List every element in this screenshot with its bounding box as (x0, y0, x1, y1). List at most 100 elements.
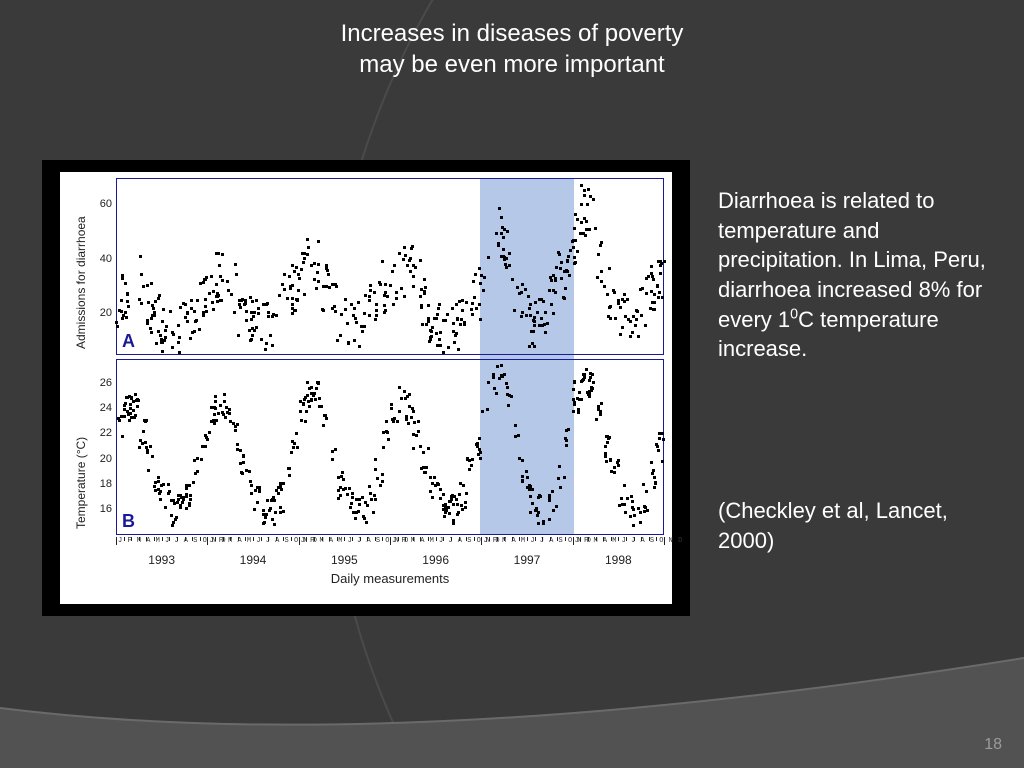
panel-b-ytick: 24 (88, 402, 112, 414)
panel-a-point (191, 331, 194, 334)
panel-a-point (623, 293, 626, 296)
panel-a-point (419, 295, 422, 298)
panel-b-point (189, 494, 192, 497)
month-tick (413, 537, 414, 541)
panel-a-point (600, 270, 603, 273)
panel-a-point (257, 307, 260, 310)
panel-a-point (404, 254, 407, 257)
panel-a-point (121, 317, 124, 320)
panel-b-point (262, 522, 265, 525)
panel-b-point (128, 419, 131, 422)
panel-b-ytick: 18 (88, 478, 112, 490)
panel-a-point (478, 303, 481, 306)
panel-a-point (373, 291, 376, 294)
panel-a-point (142, 285, 145, 288)
panel-b-point (146, 451, 149, 454)
panel-a-point (487, 256, 490, 259)
panel-b-point (651, 472, 654, 475)
panel-a-ytick: 60 (88, 198, 112, 210)
panel-a-point (471, 313, 474, 316)
panel-b-point (458, 493, 461, 496)
panel-a-point (303, 257, 306, 260)
panel-a-point (520, 291, 523, 294)
panel-a-point (565, 269, 568, 272)
panel-a-point (479, 318, 482, 321)
panel-b-point (420, 467, 423, 470)
panel-a-point (260, 338, 263, 341)
panel-a-point (438, 303, 441, 306)
panel-a-point (306, 238, 309, 241)
panel-b-point (167, 483, 170, 486)
panel-b-letter: B (122, 511, 135, 532)
month-tick (352, 537, 353, 541)
decorative-swoosh (0, 648, 1024, 768)
panel-b-point (536, 514, 539, 517)
panel-b-point (142, 430, 145, 433)
panel-b-ytick: 22 (88, 427, 112, 439)
panel-a-point (151, 304, 154, 307)
panel-b-point (310, 398, 313, 401)
panel-a-point (120, 299, 123, 302)
month-tick (527, 537, 528, 541)
panel-a-point (350, 303, 353, 306)
panel-b-point (254, 489, 257, 492)
panel-b-point (273, 523, 276, 526)
panel-a-point (313, 262, 316, 265)
panel-b-point (599, 410, 602, 413)
panel-a-point (463, 323, 466, 326)
month-tick (512, 537, 513, 541)
panel-b-point (275, 489, 278, 492)
panel-b-point (412, 433, 415, 436)
panel-a-point (383, 294, 386, 297)
panel-b-point (559, 486, 562, 489)
panel-b-point (185, 487, 188, 490)
panel-b-point (468, 459, 471, 462)
panel-b-point (168, 490, 171, 493)
panel-b-point (144, 441, 147, 444)
panel-a-point (150, 331, 153, 334)
x-axis-label: Daily measurements (116, 571, 664, 586)
month-tick (230, 537, 231, 541)
month-tick (481, 537, 482, 545)
panel-b-point (517, 434, 520, 437)
panel-b-point (307, 400, 310, 403)
panel-b-point (442, 493, 445, 496)
panel-b-point (188, 484, 191, 487)
panel-b-point (450, 498, 453, 501)
panel-b-point (123, 415, 126, 418)
panel-a-point (297, 289, 300, 292)
panel-b-point (563, 476, 566, 479)
month-tick (519, 537, 520, 541)
panel-b-point (274, 511, 277, 514)
month-tick (618, 537, 619, 541)
panel-b-point (172, 499, 175, 502)
panel-b-point (182, 498, 185, 501)
panel-b-point (117, 417, 120, 420)
panel-b-point (236, 443, 239, 446)
panel-b-point (479, 457, 482, 460)
month-tick (489, 537, 490, 541)
panel-a-point (217, 252, 220, 255)
panel-b-point (175, 516, 178, 519)
panel-b-point (351, 492, 354, 495)
panel-b-point (429, 490, 432, 493)
month-tick (139, 537, 140, 541)
panel-b-point (374, 468, 377, 471)
panel-a-point (420, 304, 423, 307)
panel-a-point (408, 259, 411, 262)
panel-b-point (234, 429, 237, 432)
panel-a-point (546, 322, 549, 325)
panel-a-point (528, 345, 531, 348)
panel-a-point (609, 305, 612, 308)
panel-b-point (573, 381, 576, 384)
panel-b-point (124, 402, 127, 405)
panel-a-point (656, 285, 659, 288)
panel-a-point (594, 227, 597, 230)
panel-a-point (391, 270, 394, 273)
panel-a-point (368, 314, 371, 317)
panel-a-point (267, 315, 270, 318)
panel-a-point (298, 277, 301, 280)
title-line1: Increases in diseases of poverty (341, 20, 684, 47)
panel-a-point (163, 339, 166, 342)
panel-a-point (307, 246, 310, 249)
